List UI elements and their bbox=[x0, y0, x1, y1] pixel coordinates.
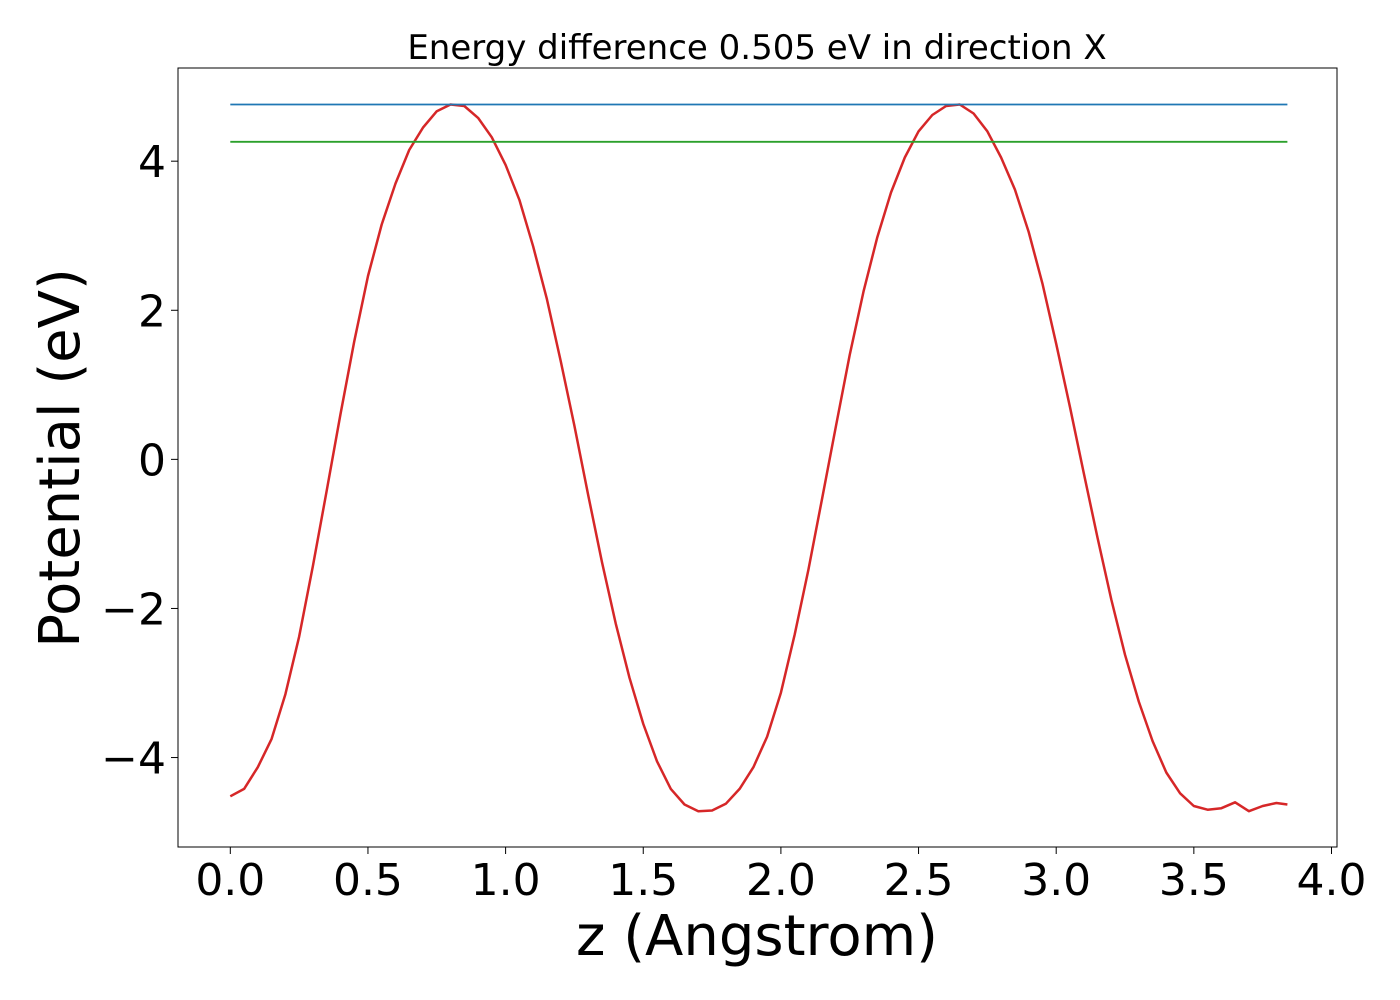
x-tick-label: 1.5 bbox=[608, 855, 678, 906]
potential-curve bbox=[229, 103, 1288, 813]
y-tick-label: 2 bbox=[138, 286, 166, 337]
x-tick-label: 3.0 bbox=[1021, 855, 1091, 906]
x-tick-label: 0.5 bbox=[333, 855, 403, 906]
y-axis-ticks: −4 −2 0 2 4 bbox=[101, 137, 178, 785]
x-axis-ticks: 0.0 0.5 1.0 1.5 2.0 2.5 3.0 3.5 4.0 bbox=[195, 847, 1366, 906]
series-layer bbox=[229, 103, 1288, 813]
x-tick-label: 1.0 bbox=[471, 855, 541, 906]
x-tick-label: 2.0 bbox=[746, 855, 816, 906]
y-axis-label: Potential (eV) bbox=[28, 268, 93, 648]
chart-title: Energy difference 0.505 eV in direction … bbox=[407, 28, 1106, 68]
y-tick-label: −2 bbox=[101, 584, 166, 635]
x-tick-label: 4.0 bbox=[1297, 855, 1367, 906]
y-tick-label: −4 bbox=[101, 734, 166, 785]
plot-area bbox=[177, 67, 1338, 848]
y-tick-label: 0 bbox=[138, 435, 166, 486]
x-tick-label: 0.0 bbox=[195, 855, 265, 906]
y-tick-label: 4 bbox=[138, 137, 166, 188]
x-tick-label: 2.5 bbox=[884, 855, 954, 906]
x-tick-label: 3.5 bbox=[1159, 855, 1229, 906]
x-axis-label: z (Angstrom) bbox=[576, 904, 938, 969]
